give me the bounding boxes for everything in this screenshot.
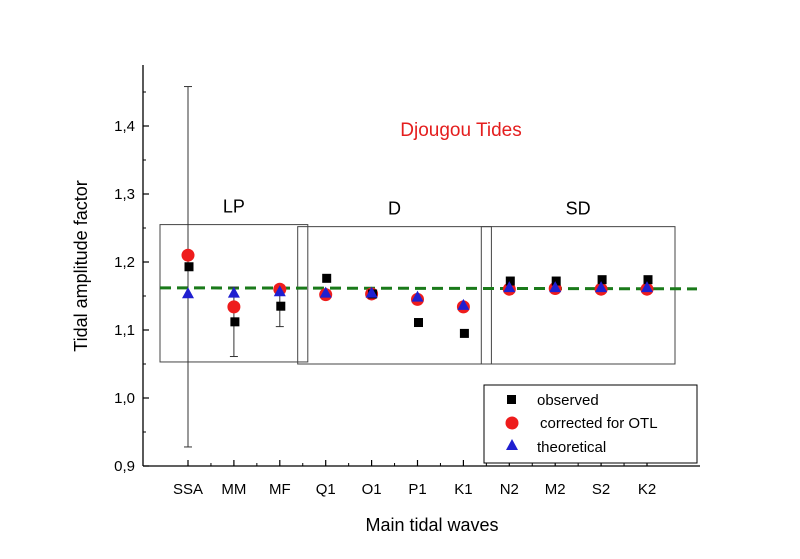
x-tick-label: K1	[454, 481, 472, 498]
legend-entry-observed: observed	[507, 392, 599, 409]
group-boxes: LP D SD	[159, 197, 676, 365]
point-observed-n2	[505, 276, 515, 286]
y-axis-label: Tidal amplitude factor	[71, 180, 91, 351]
y-tick-label: 0,9	[114, 458, 135, 475]
legend-triangle-marker	[506, 439, 518, 450]
point-theoretical-mf	[273, 285, 286, 297]
point-theoretical-k2	[641, 281, 653, 293]
error-bars	[184, 86, 284, 448]
point-theoretical-mm	[227, 286, 240, 298]
legend-square-marker	[507, 395, 516, 404]
point-theoretical-s2	[595, 281, 608, 293]
chart-title: Djougou Tides	[400, 120, 521, 141]
point-observed-m2	[551, 276, 561, 286]
point-observed-q1	[322, 273, 332, 283]
x-tick-label: P1	[408, 481, 426, 498]
x-tick-label: M2	[545, 481, 566, 498]
legend-label-theoretical: theoretical	[537, 439, 606, 456]
legend-label-observed: observed	[537, 392, 599, 409]
legend-circle-marker	[505, 416, 519, 430]
x-tick-label: K2	[638, 481, 656, 498]
x-tick-label: O1	[362, 481, 382, 498]
y-tick-label: 1,1	[114, 322, 135, 339]
legend-entry-theoretical: theoretical	[506, 439, 606, 456]
point-theoretical-m2	[549, 281, 562, 293]
y-tick-labels: 0,9 1,0 1,1 1,2 1,3 1,4	[114, 118, 135, 475]
legend: observed corrected for OTL theoretical	[483, 384, 698, 464]
y-tick-label: 1,2	[114, 254, 135, 271]
x-tick-label: MF	[269, 481, 291, 498]
group-box-lp	[159, 224, 309, 363]
group-label-sd: SD	[566, 199, 591, 219]
x-tick-label: N2	[500, 481, 519, 498]
point-theoretical-ssa	[182, 287, 194, 299]
legend-entry-corrected: corrected for OTL	[505, 415, 658, 432]
reference-line-group	[159, 286, 698, 291]
x-axis-label: Main tidal waves	[365, 515, 498, 535]
point-corrected-ssa	[181, 248, 195, 262]
point-observed-k1	[459, 328, 469, 338]
y-tick-label: 1,4	[114, 118, 135, 135]
y-tick-label: 1,3	[114, 186, 135, 203]
point-theoretical-o1	[365, 286, 378, 298]
legend-label-corrected: corrected for OTL	[540, 415, 658, 432]
x-tick-label: S2	[592, 481, 610, 498]
point-observed-p1	[414, 318, 423, 328]
x-tick-label: Q1	[316, 481, 336, 498]
markers	[181, 248, 654, 338]
group-box-sd	[480, 226, 676, 365]
group-box-d	[297, 226, 492, 365]
point-theoretical-q1	[319, 286, 332, 298]
point-observed-s2	[597, 275, 607, 285]
reference-line	[159, 286, 698, 291]
group-label-lp: LP	[223, 197, 245, 217]
point-observed-mf	[276, 301, 286, 311]
point-corrected-mm	[227, 300, 241, 314]
point-theoretical-p1	[411, 290, 424, 302]
point-observed-k2	[643, 275, 653, 285]
x-tick-label: MM	[221, 481, 246, 498]
x-tick-labels: SSA MM MF Q1 O1 P1 K1 N2 M2 S2 K2	[173, 481, 656, 498]
point-observed-mm	[230, 317, 240, 327]
x-tick-label: SSA	[173, 481, 203, 498]
point-theoretical-k1	[457, 298, 470, 310]
group-label-d: D	[388, 199, 401, 219]
y-tick-label: 1,0	[114, 390, 135, 407]
point-theoretical-n2	[503, 281, 516, 293]
point-observed-ssa	[184, 262, 194, 272]
axes	[142, 65, 700, 467]
legend-box	[483, 384, 698, 464]
